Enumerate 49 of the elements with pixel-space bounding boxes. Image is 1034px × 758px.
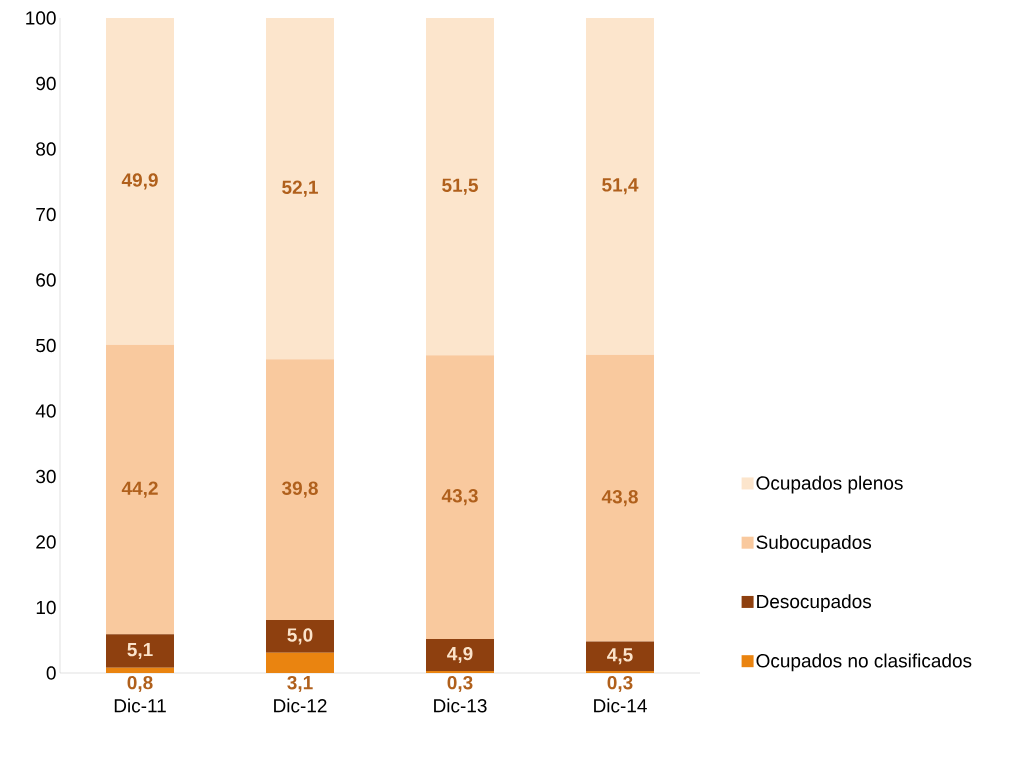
bar <box>426 638 494 672</box>
data-label: 0,8 <box>127 675 153 693</box>
bar <box>586 17 654 355</box>
y-tick-label: 10 <box>36 600 56 615</box>
y-tick-label: 60 <box>36 273 56 287</box>
x-tick-label: Dic-12 <box>274 698 327 713</box>
data-label: 5,1 <box>127 643 153 660</box>
y-tick-label: 20 <box>36 535 56 549</box>
bar <box>586 354 654 642</box>
data-label: 44,2 <box>121 481 158 498</box>
y-tick-label: 90 <box>36 76 56 91</box>
data-label: 52,1 <box>282 180 318 197</box>
data-label: 0,3 <box>447 675 473 693</box>
data-label: 51,4 <box>602 178 639 195</box>
data-label: 51,5 <box>442 178 478 195</box>
bar <box>266 17 334 360</box>
x-tick-label: Dic-13 <box>434 698 487 713</box>
bar <box>106 344 174 635</box>
y-tick-label: 70 <box>36 207 56 222</box>
legend-label: Subocupados <box>756 535 872 553</box>
bar <box>266 652 334 673</box>
y-tick-label: 40 <box>35 404 56 418</box>
legend-label: Ocupados plenos <box>756 475 903 494</box>
data-label: 49,9 <box>121 173 158 190</box>
y-tick-label: 80 <box>36 142 56 156</box>
bar <box>106 667 174 673</box>
data-label: 5,0 <box>287 628 313 645</box>
bar <box>426 17 494 356</box>
x-tick-label: Dic-11 <box>114 698 166 713</box>
y-tick-label: 100 <box>26 11 56 25</box>
bar <box>266 359 334 620</box>
data-label: 3,1 <box>287 675 313 693</box>
data-label: 0,3 <box>607 675 633 693</box>
bar <box>426 355 494 639</box>
y-tick-label: 30 <box>36 469 56 484</box>
bar <box>586 641 654 672</box>
x-tick-label: Dic-14 <box>594 698 647 713</box>
y-tick-label: 0 <box>46 666 56 680</box>
data-label: 43,8 <box>601 490 638 507</box>
legend-label: Ocupados no clasificados <box>756 653 972 672</box>
data-label: 39,8 <box>281 481 318 498</box>
bar <box>266 619 334 653</box>
data-label: 4,5 <box>607 648 633 665</box>
data-label: 43,3 <box>441 489 478 506</box>
data-label: 4,9 <box>447 646 473 664</box>
bar <box>106 634 174 668</box>
bar <box>106 17 174 345</box>
legend-label: Desocupados <box>757 594 872 613</box>
y-tick-label: 50 <box>36 338 56 353</box>
